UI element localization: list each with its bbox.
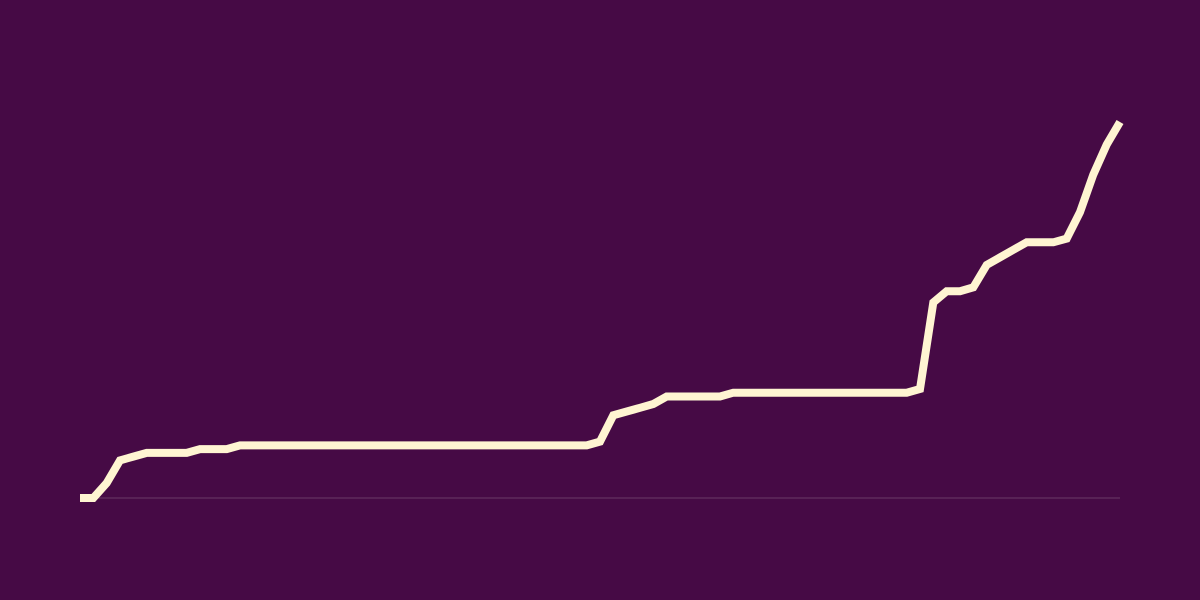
series-line-cumulative bbox=[80, 119, 1124, 502]
plot-area bbox=[80, 119, 1124, 502]
